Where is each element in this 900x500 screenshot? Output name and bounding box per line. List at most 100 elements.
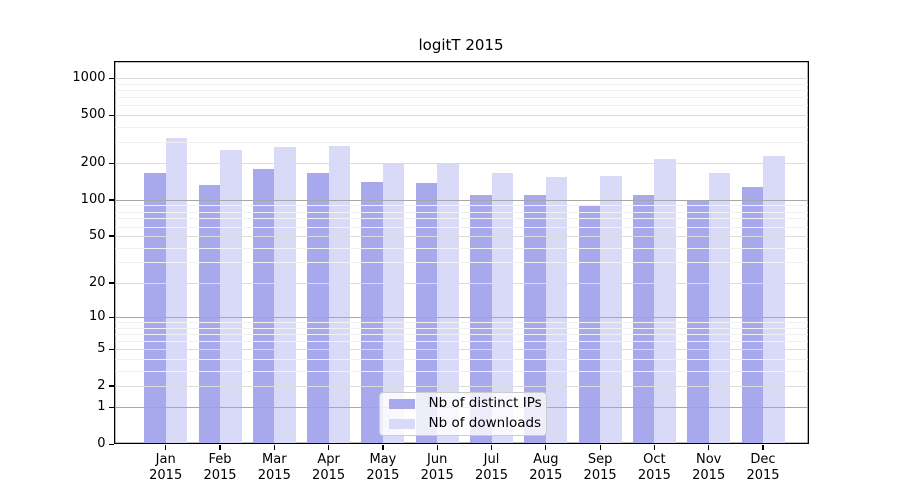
bar-nb-of-distinct-ips-nov xyxy=(687,199,709,443)
y-tick-label: 1 xyxy=(97,399,106,415)
x-tick-label: Oct 2015 xyxy=(626,452,682,484)
plot-area: Nb of distinct IPs Nb of downloads xyxy=(114,61,810,444)
x-tick-month: Jun xyxy=(427,452,448,467)
gridline-major xyxy=(114,115,809,116)
bar-nb-of-downloads-jul xyxy=(491,172,513,443)
bar-nb-of-downloads-mar xyxy=(274,147,296,443)
legend-label: Nb of downloads xyxy=(428,415,542,431)
x-tick-month: Sep xyxy=(587,452,613,467)
y-tick xyxy=(108,162,114,165)
x-tick xyxy=(599,444,601,450)
gridline-minor xyxy=(114,84,809,85)
legend: Nb of distinct IPs Nb of downloads xyxy=(378,391,547,436)
x-tick-month: Feb xyxy=(208,452,232,467)
y-tick xyxy=(108,114,114,116)
x-tick xyxy=(382,444,384,450)
bar-nb-of-distinct-ips-mar xyxy=(252,168,275,443)
bar-nb-of-distinct-ips-jul xyxy=(470,195,492,443)
y-tick xyxy=(108,316,114,318)
x-tick-year: 2015 xyxy=(637,468,671,483)
bar-nb-of-downloads-nov xyxy=(708,172,731,443)
x-tick-year: 2015 xyxy=(583,468,617,483)
legend-label: Nb of distinct IPs xyxy=(428,395,542,411)
bar-nb-of-distinct-ips-apr xyxy=(307,173,329,443)
x-tick-year: 2015 xyxy=(474,468,509,483)
y-tick-label: 200 xyxy=(80,155,106,171)
x-tick-month: Mar xyxy=(262,452,287,467)
y-tick-label: 50 xyxy=(88,227,106,243)
gridline-minor xyxy=(114,97,809,99)
gridline-minor xyxy=(114,126,809,128)
x-tick-month: Aug xyxy=(533,452,559,467)
y-tick-label: 500 xyxy=(80,107,106,122)
y-tick-label: 1000 xyxy=(72,70,106,86)
y-tick xyxy=(108,406,114,409)
x-tick xyxy=(436,444,438,450)
gridline-major xyxy=(114,163,809,165)
bar-nb-of-downloads-jun xyxy=(437,162,459,443)
x-tick-label: May 2015 xyxy=(355,452,411,484)
x-tick-label: Jan 2015 xyxy=(138,452,194,484)
legend-swatch xyxy=(388,418,415,429)
bar-nb-of-downloads-oct xyxy=(654,159,676,443)
x-tick-label: Mar 2015 xyxy=(246,452,302,484)
y-tick xyxy=(108,348,114,350)
bar-nb-of-downloads-may xyxy=(382,164,405,443)
bar-nb-of-distinct-ips-dec xyxy=(741,186,763,443)
x-tick xyxy=(490,444,493,450)
x-tick-label: Sep 2015 xyxy=(572,452,628,484)
bar-nb-of-distinct-ips-sep xyxy=(578,205,601,443)
bar-nb-of-downloads-dec xyxy=(763,155,785,443)
x-tick-label: Feb 2015 xyxy=(192,452,248,484)
x-tick-year: 2015 xyxy=(366,468,400,483)
y-tick xyxy=(108,199,114,201)
x-tick-month: Apr xyxy=(317,452,340,467)
chart-title: logitT 2015 xyxy=(418,36,504,54)
x-tick-label: Nov 2015 xyxy=(681,452,737,484)
x-tick xyxy=(219,444,221,450)
legend-swatch xyxy=(388,398,415,409)
bar-nb-of-distinct-ips-aug xyxy=(524,195,546,443)
x-tick-label: Dec 2015 xyxy=(735,452,791,484)
x-tick xyxy=(165,444,167,450)
x-tick-label: Aug 2015 xyxy=(518,452,574,484)
y-tick-label: 0 xyxy=(97,436,106,451)
x-tick-month: Nov xyxy=(696,452,722,467)
gridline-minor xyxy=(114,90,809,92)
bar-nb-of-downloads-feb xyxy=(220,149,242,443)
gridline-minor xyxy=(114,105,809,107)
bar-nb-of-downloads-sep xyxy=(600,176,622,443)
bar-nb-of-distinct-ips-may xyxy=(361,181,383,443)
x-tick-label: Jun 2015 xyxy=(409,452,465,484)
bar-nb-of-downloads-jan xyxy=(165,138,188,443)
legend-item: Nb of distinct IPs xyxy=(388,395,546,411)
y-tick xyxy=(108,77,114,80)
x-tick-month: May xyxy=(369,452,397,467)
x-tick xyxy=(762,444,764,450)
gridline-minor xyxy=(114,142,809,143)
x-tick-month: Oct xyxy=(643,452,666,467)
y-tick-label: 20 xyxy=(88,274,106,290)
y-tick xyxy=(108,235,114,237)
bar-nb-of-downloads-aug xyxy=(545,176,568,443)
y-tick xyxy=(108,443,114,445)
x-tick-year: 2015 xyxy=(692,468,726,483)
x-tick-year: 2015 xyxy=(746,468,780,483)
x-tick xyxy=(545,444,547,450)
x-tick-year: 2015 xyxy=(149,468,183,483)
x-tick-year: 2015 xyxy=(312,468,346,483)
x-tick xyxy=(708,444,710,450)
x-tick-year: 2015 xyxy=(420,468,454,483)
y-tick-label: 5 xyxy=(97,341,106,357)
y-tick xyxy=(108,282,114,284)
bar-nb-of-distinct-ips-oct xyxy=(632,194,655,443)
x-tick xyxy=(328,444,330,450)
bar-nb-of-downloads-apr xyxy=(328,146,351,443)
legend-item: Nb of downloads xyxy=(388,415,546,431)
gridline-major xyxy=(114,78,809,80)
x-tick-label: Jul 2015 xyxy=(464,452,520,484)
bar-nb-of-distinct-ips-jan xyxy=(144,172,166,443)
y-tick-label: 10 xyxy=(88,309,106,325)
x-tick-year: 2015 xyxy=(257,468,291,483)
